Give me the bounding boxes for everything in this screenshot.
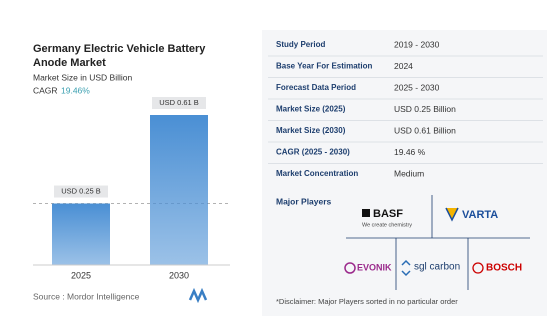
source: Source : Mordor Intelligence xyxy=(33,291,140,301)
row-value: 2025 - 2030 xyxy=(394,82,440,92)
value-label-box xyxy=(152,97,206,109)
value-label: USD 0.61 B xyxy=(159,98,199,107)
x-tick-label: 2030 xyxy=(169,270,189,280)
row-label: CAGR (2025 - 2030) xyxy=(276,148,350,157)
row-value: 2019 - 2030 xyxy=(394,39,440,49)
cagr-value: 19.46% xyxy=(61,85,90,95)
player-grid xyxy=(346,195,530,290)
evonik-logo: EVONIK xyxy=(357,262,392,272)
row-value: USD 0.25 Billion xyxy=(394,104,456,114)
varta-icon xyxy=(445,207,459,222)
basf-logo: BASF xyxy=(373,208,403,220)
x-tick-label: 2025 xyxy=(71,270,91,280)
bosch-icon xyxy=(472,262,484,274)
row-value: Medium xyxy=(394,168,424,178)
basf-tagline: We create chemistry xyxy=(362,222,412,228)
sgl-icon xyxy=(401,259,411,277)
row-label: Market Size (2030) xyxy=(276,126,346,135)
evonik-icon xyxy=(344,262,356,274)
bar xyxy=(150,115,208,265)
row-label: Market Size (2025) xyxy=(276,105,346,114)
value-label-box xyxy=(54,185,108,198)
bar xyxy=(52,203,110,265)
row-label: Forecast Data Period xyxy=(276,83,356,92)
title-line: Germany Electric Vehicle Battery xyxy=(33,43,206,55)
sgl-logo: sgl carbon xyxy=(414,262,460,273)
logo xyxy=(188,287,208,304)
row-label: Study Period xyxy=(276,40,325,49)
disclaimer: *Disclaimer: Major Players sorted in no … xyxy=(276,297,458,306)
varta-logo: VARTA xyxy=(462,209,498,221)
players-title: Major Players xyxy=(276,196,332,206)
row-value: 2024 xyxy=(394,61,413,71)
value-label: USD 0.25 B xyxy=(61,187,101,196)
subtitle: Market Size in USD Billion xyxy=(33,72,132,82)
row-label: Market Concentration xyxy=(276,169,358,178)
row-value: 19.46 % xyxy=(394,147,426,157)
basf-icon xyxy=(362,209,370,217)
row-label: Base Year For Estimation xyxy=(276,62,372,71)
title-line: Anode Market xyxy=(33,57,106,69)
cagr-label: CAGR xyxy=(33,85,58,95)
row-value: USD 0.61 Billion xyxy=(394,125,456,135)
bosch-logo: BOSCH xyxy=(486,263,522,274)
